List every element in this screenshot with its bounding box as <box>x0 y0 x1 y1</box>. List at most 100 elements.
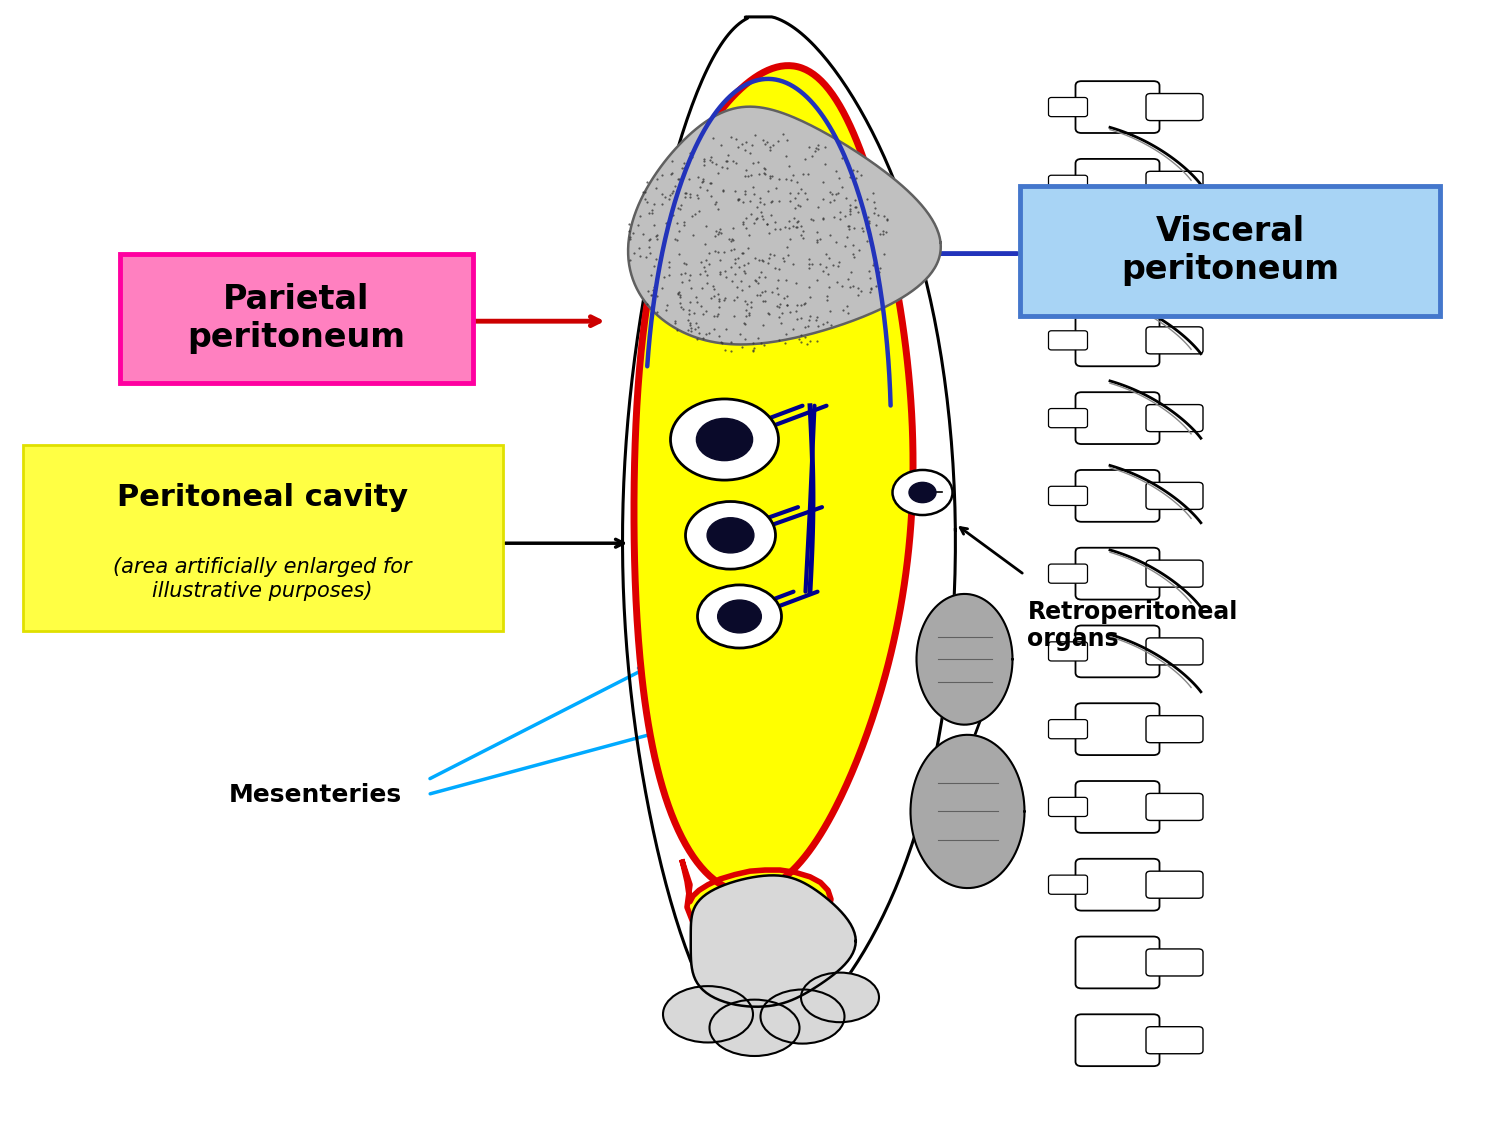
Point <box>699 174 723 192</box>
Point <box>789 216 813 234</box>
Point <box>666 222 690 240</box>
Point <box>796 311 820 329</box>
Point <box>714 152 738 170</box>
Point <box>704 156 728 174</box>
Point <box>819 317 843 335</box>
Point <box>752 292 776 310</box>
Point <box>744 198 768 216</box>
Point <box>776 287 800 305</box>
Point <box>687 325 711 343</box>
Point <box>846 278 870 296</box>
Point <box>676 320 700 338</box>
FancyBboxPatch shape <box>1076 625 1160 677</box>
Point <box>792 318 816 336</box>
Point <box>753 166 777 184</box>
Point <box>783 189 807 207</box>
Point <box>664 321 688 339</box>
Point <box>771 249 795 267</box>
Point <box>640 204 664 222</box>
Point <box>734 133 758 151</box>
Point <box>674 185 698 203</box>
Point <box>765 278 789 296</box>
Point <box>723 265 747 283</box>
Point <box>842 236 866 254</box>
Ellipse shape <box>710 1000 800 1056</box>
Point <box>792 294 816 312</box>
Point <box>660 151 684 169</box>
Point <box>706 298 730 316</box>
Point <box>728 326 752 344</box>
Point <box>758 249 782 267</box>
Point <box>790 230 814 248</box>
Point <box>730 243 754 261</box>
Point <box>750 203 774 221</box>
Point <box>663 230 687 248</box>
Point <box>690 170 714 188</box>
Point <box>842 220 866 238</box>
Point <box>736 255 760 273</box>
Point <box>858 283 882 301</box>
Point <box>706 243 730 261</box>
Point <box>782 166 806 184</box>
FancyBboxPatch shape <box>1146 716 1203 743</box>
Point <box>827 252 850 270</box>
FancyBboxPatch shape <box>1076 703 1160 755</box>
Point <box>720 152 744 170</box>
Point <box>789 334 813 352</box>
FancyBboxPatch shape <box>1076 470 1160 522</box>
Point <box>812 261 836 279</box>
Point <box>806 231 830 249</box>
Point <box>837 168 861 186</box>
Point <box>756 183 780 201</box>
Point <box>627 239 651 257</box>
Point <box>840 263 864 281</box>
Point <box>796 137 820 156</box>
Point <box>669 196 693 214</box>
Point <box>812 190 836 208</box>
Point <box>726 137 750 156</box>
Point <box>758 137 782 156</box>
Point <box>706 201 730 219</box>
Point <box>792 166 816 184</box>
Point <box>636 204 660 222</box>
Point <box>840 277 864 295</box>
Point <box>859 281 883 299</box>
Circle shape <box>670 399 778 480</box>
Point <box>705 285 729 303</box>
Point <box>736 167 760 185</box>
Point <box>652 188 676 206</box>
Point <box>844 198 868 216</box>
Point <box>764 259 788 277</box>
Point <box>676 169 700 187</box>
Point <box>740 298 764 316</box>
Point <box>638 230 662 248</box>
Point <box>807 136 831 154</box>
Point <box>810 210 834 228</box>
Point <box>836 270 860 289</box>
Point <box>693 156 717 174</box>
Point <box>846 203 870 221</box>
Point <box>704 222 728 240</box>
Point <box>708 263 732 281</box>
FancyBboxPatch shape <box>1048 98 1088 116</box>
FancyBboxPatch shape <box>1076 937 1160 988</box>
Point <box>843 248 867 266</box>
Point <box>734 316 758 334</box>
FancyBboxPatch shape <box>1020 186 1440 316</box>
Point <box>798 287 822 305</box>
Point <box>684 314 708 332</box>
Point <box>806 198 830 216</box>
Point <box>734 220 758 238</box>
Point <box>702 242 726 260</box>
Point <box>855 207 879 225</box>
Point <box>698 243 721 261</box>
Point <box>746 274 770 292</box>
Point <box>806 272 830 290</box>
Point <box>747 251 771 269</box>
Point <box>792 295 816 313</box>
Point <box>650 166 674 184</box>
Point <box>702 287 726 305</box>
Point <box>843 169 867 187</box>
Point <box>752 316 776 334</box>
Point <box>710 334 734 352</box>
